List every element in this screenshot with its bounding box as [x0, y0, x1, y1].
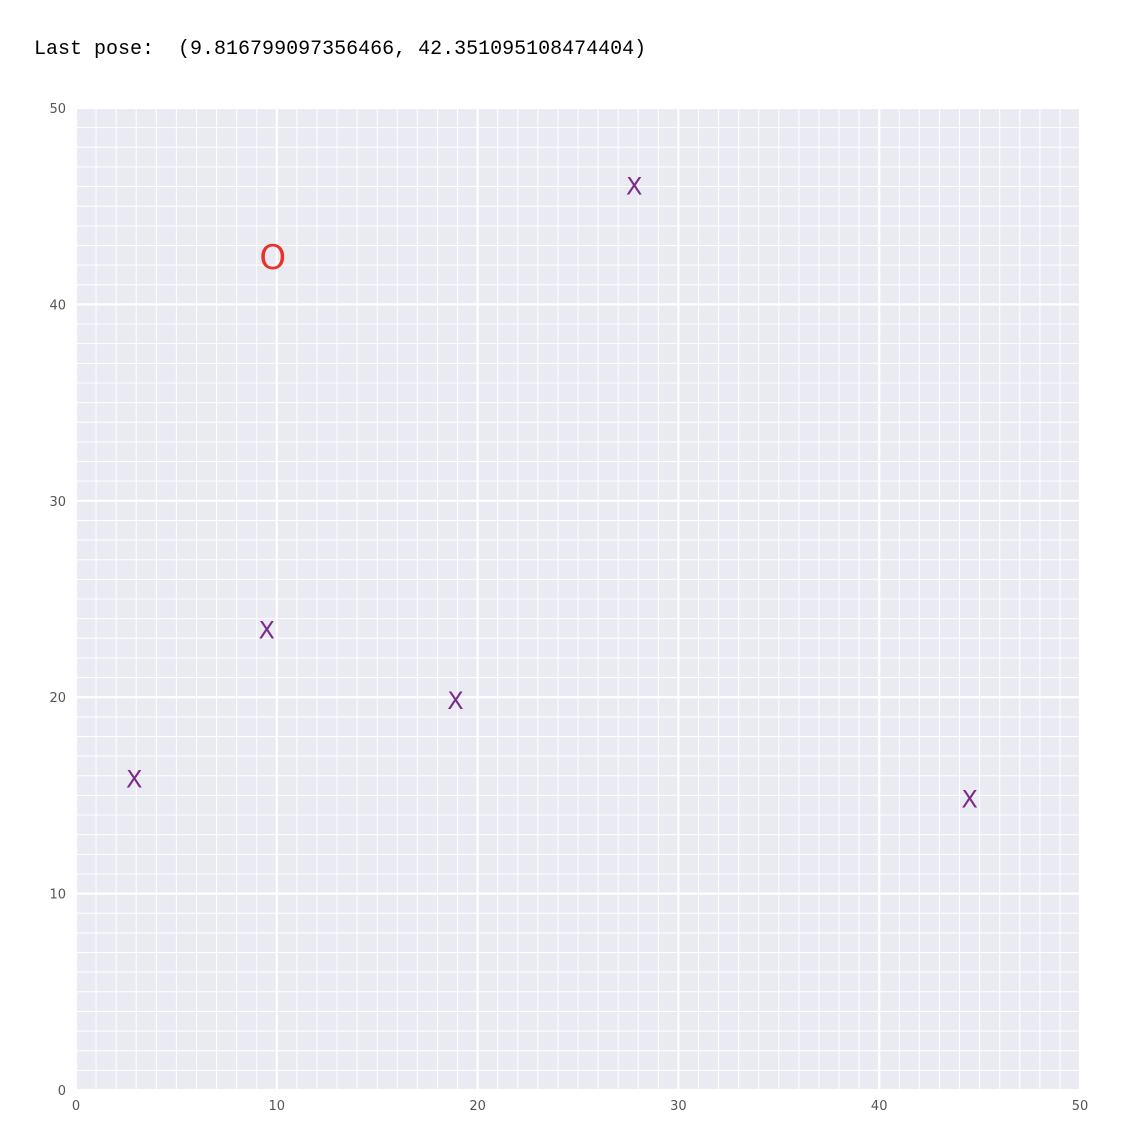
landmark-marker: X	[447, 687, 463, 715]
x-tick-label: 40	[871, 1099, 888, 1114]
last-pose-label: Last pose:	[34, 38, 155, 61]
y-tick-label: 20	[49, 691, 66, 706]
y-tick-label: 10	[49, 888, 66, 903]
pose-marker: O	[259, 238, 286, 278]
landmark-marker: X	[126, 766, 142, 794]
x-tick-label: 10	[269, 1099, 286, 1114]
y-tick-label: 0	[58, 1084, 66, 1099]
data-markers: X X X X X O	[126, 173, 978, 814]
y-tick-label: 40	[49, 298, 66, 313]
x-tick-label: 20	[469, 1099, 486, 1114]
last-pose-output: Last pose: (9.816799097356466, 42.351095…	[34, 38, 646, 61]
major-gridlines	[74, 106, 1082, 1092]
last-pose-value: (9.816799097356466, 42.351095108474404)	[178, 38, 647, 61]
landmark-marker: X	[961, 785, 977, 813]
y-tick-label: 30	[49, 495, 66, 510]
y-tick-label: 50	[49, 102, 66, 117]
x-tick-label: 30	[670, 1099, 687, 1114]
y-axis-tick-labels: 0 10 20 30 40 50	[49, 102, 66, 1099]
x-axis-tick-labels: 0 10 20 30 40 50	[72, 1099, 1088, 1114]
landmark-marker: X	[626, 173, 642, 201]
x-tick-label: 50	[1072, 1099, 1089, 1114]
x-tick-label: 0	[72, 1099, 80, 1114]
landmark-marker: X	[259, 616, 275, 644]
